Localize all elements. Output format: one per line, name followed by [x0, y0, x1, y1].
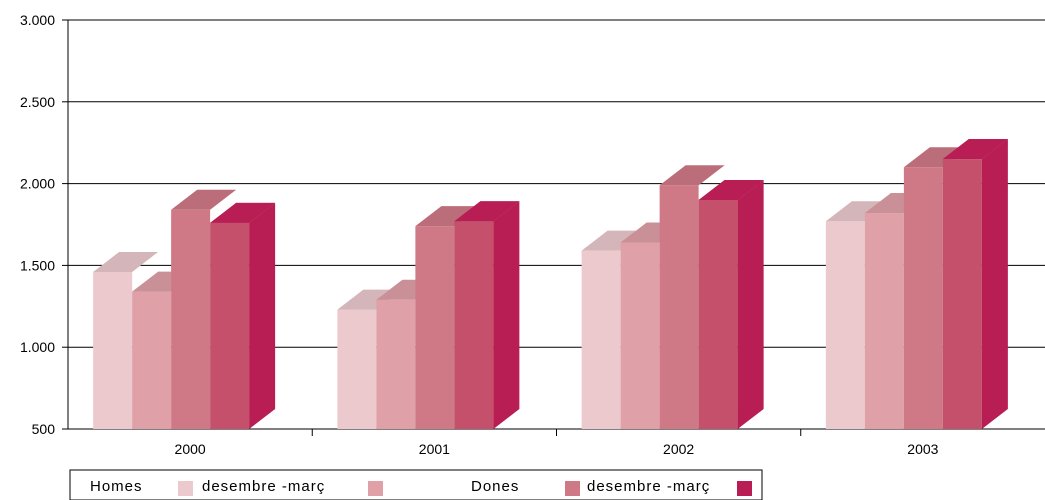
bar-front — [942, 159, 982, 429]
bar-top — [415, 206, 481, 227]
bar-2000-4 — [210, 202, 276, 429]
legend-swatch-dones-2 — [737, 481, 752, 496]
bar-top-last — [698, 179, 764, 200]
legend-label-homes-period: desembre -març — [202, 478, 325, 495]
x-tick-label: 2001 — [419, 441, 450, 457]
legend-swatch-dones-1 — [565, 481, 580, 496]
x-tick-label: 2002 — [663, 441, 694, 457]
bar-2002-3 — [659, 165, 725, 429]
bar-2000-1 — [93, 251, 159, 429]
bar-front — [825, 221, 865, 429]
bar-2002-4 — [698, 179, 764, 429]
legend: Homes desembre -març Dones desembre -mar… — [69, 469, 763, 500]
bar-top — [93, 251, 159, 272]
y-tick-label: 2.500 — [20, 94, 55, 110]
y-tick-label: 2.000 — [20, 176, 55, 192]
bar-front — [864, 213, 904, 429]
bar-2003-1 — [825, 201, 891, 429]
bar-front — [415, 226, 455, 429]
bar-top — [171, 189, 237, 210]
bar-front — [171, 209, 211, 429]
y-tick-label: 1.000 — [20, 339, 55, 355]
bar-top-last — [454, 201, 520, 222]
x-tick-labels: 2000 2001 2002 2003 — [175, 441, 939, 457]
legend-swatch-homes-1 — [178, 481, 193, 496]
bar-front — [93, 271, 133, 429]
bar-top-last — [210, 202, 276, 223]
bar-front — [376, 299, 416, 429]
bar-side — [493, 201, 520, 429]
bar-side — [249, 202, 276, 429]
bar-side — [981, 139, 1008, 429]
bar-front — [698, 199, 738, 429]
y-tick-label: 3.000 — [20, 12, 55, 28]
bar-front — [454, 221, 494, 429]
bar-2001-3 — [415, 206, 481, 429]
y-tick-labels: 500 1.000 1.500 2.000 2.500 3.000 — [20, 12, 55, 437]
bar-front — [620, 242, 660, 429]
bar-2003-3 — [903, 147, 969, 430]
legend-group-homes: Homes — [90, 478, 143, 495]
bar-2001-4 — [454, 201, 520, 429]
bar-front — [581, 250, 621, 429]
legend-group-dones: Dones — [471, 478, 519, 495]
bar-top — [659, 165, 725, 186]
x-tick-label: 2003 — [907, 441, 938, 457]
bar-top-last — [942, 139, 1008, 160]
x-tick-label: 2000 — [175, 441, 206, 457]
bar-side — [737, 179, 764, 429]
y-tick-label: 1.500 — [20, 257, 55, 273]
bar-2003-4 — [942, 139, 1008, 429]
bar-front — [210, 222, 250, 429]
bars — [93, 139, 1008, 430]
bar-front — [659, 185, 699, 429]
bar-2002-2 — [620, 222, 686, 429]
y-tick-label: 500 — [32, 421, 56, 437]
bar-2000-3 — [171, 189, 237, 429]
bar-front — [903, 167, 943, 430]
bar-front — [132, 291, 172, 429]
bar-front — [337, 309, 377, 429]
legend-label-dones-period: desembre -març — [587, 478, 710, 495]
legend-swatch-homes-2 — [368, 481, 383, 496]
